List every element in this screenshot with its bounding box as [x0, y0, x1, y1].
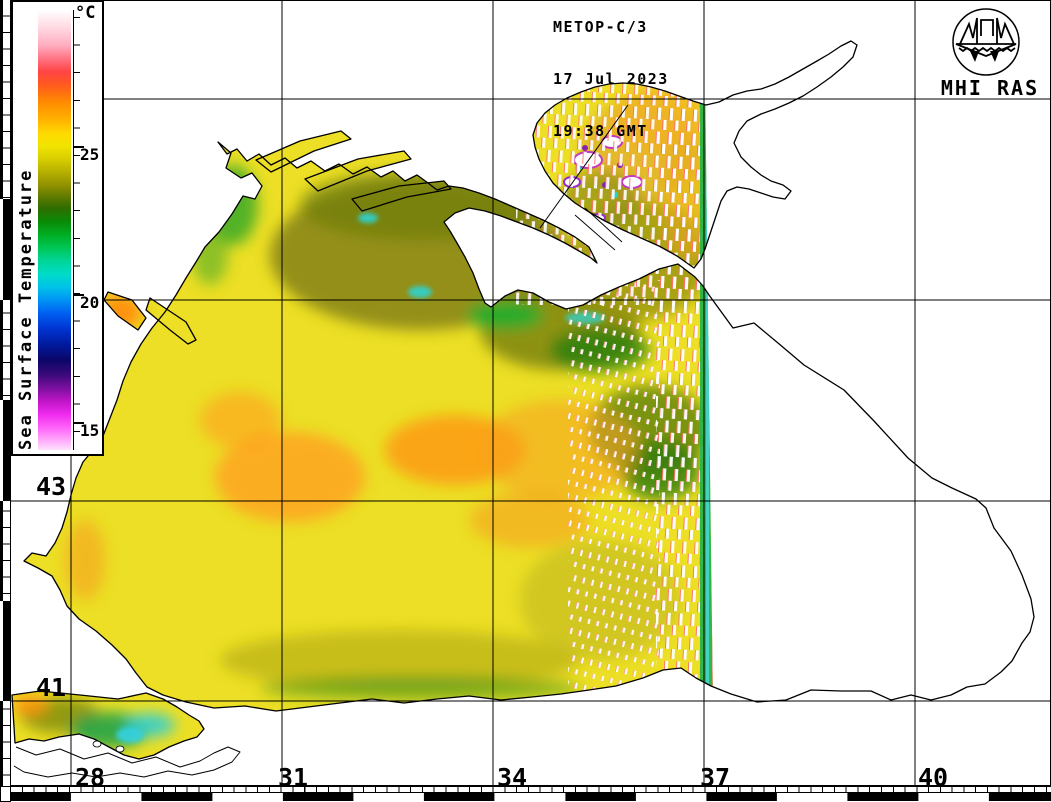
lon-label-31: 31 [278, 763, 309, 792]
pass-date: 17 Jul 2023 [553, 70, 669, 88]
colorbar-gradient [38, 10, 71, 450]
longitude-border-ruler [10, 793, 1051, 801]
coastline [11, 40, 1035, 778]
colorbar-minor-ticks [74, 17, 80, 432]
logo-label: MHI RAS [940, 76, 1040, 100]
lat-label-41: 41 [36, 673, 67, 702]
satellite-name: METOP-C/3 [553, 18, 648, 36]
pass-time: 19:38 GMT [553, 122, 648, 140]
lon-label-28: 28 [75, 763, 106, 792]
lon-label-34: 34 [497, 763, 528, 792]
colorbar-label-15: 15 [80, 421, 100, 440]
lon-label-37: 37 [700, 763, 731, 792]
lat-label-43: 43 [36, 472, 67, 501]
colorbar-tick-15 [74, 422, 84, 424]
lon-label-40: 40 [918, 763, 949, 792]
colorbar-label-25: 25 [80, 145, 100, 164]
colorbar: Sea Surface Temperature 25 20 15 °C [11, 0, 104, 456]
latitude-border-ruler-outer [0, 0, 3, 786]
colorbar-tick-25 [74, 146, 84, 148]
colorbar-tick-20 [74, 294, 84, 296]
longitude-tick-ruler [10, 786, 1051, 793]
ruler-corner [0, 786, 11, 802]
pass-info: METOP-C/3 17 Jul 2023 19:38 GMT [553, 14, 669, 144]
colorbar-axis-line [73, 10, 74, 450]
mhi-ras-logo-icon [952, 8, 1020, 76]
colorbar-label-20: 20 [80, 293, 100, 312]
latitude-border-ruler [0, 0, 11, 786]
colorbar-unit: °C [75, 3, 96, 23]
colorbar-title: Sea Surface Temperature [16, 168, 36, 450]
